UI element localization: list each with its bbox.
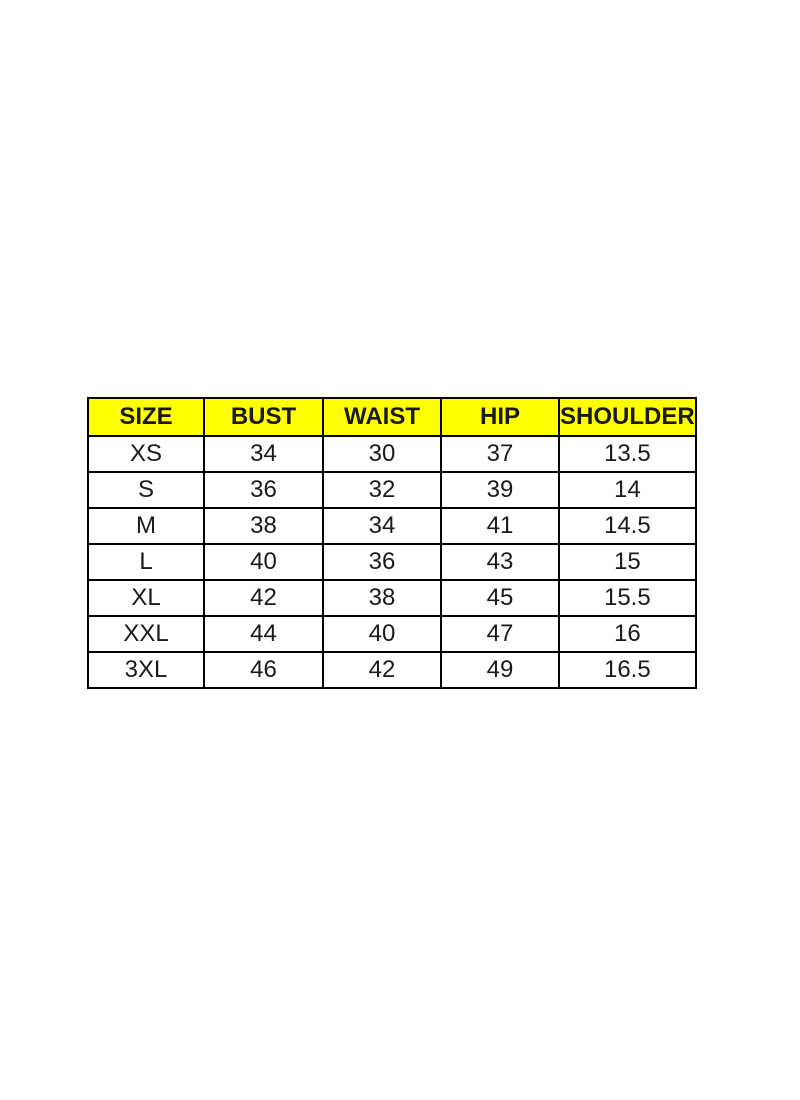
size-chart-header: SIZE BUST WAIST HIP SHOULDER [87, 397, 697, 437]
bust-value-cell: 44 [203, 615, 324, 653]
table-row-s: S 36 32 39 14 [87, 471, 697, 509]
shoulder-value-cell: 15.5 [558, 579, 697, 617]
size-label-cell: XXL [87, 615, 205, 653]
size-label-cell: XS [87, 435, 205, 473]
table-row-xxl: XXL 44 40 47 16 [87, 615, 697, 653]
waist-value-cell: 36 [322, 543, 442, 581]
bust-value-cell: 42 [203, 579, 324, 617]
waist-value-cell: 42 [322, 651, 442, 689]
header-cell-shoulder: SHOULDER [558, 397, 697, 437]
header-cell-hip: HIP [440, 397, 560, 437]
table-row-xs: XS 34 30 37 13.5 [87, 435, 697, 473]
size-label-cell: M [87, 507, 205, 545]
size-chart-table: SIZE BUST WAIST HIP SHOULDER XS 34 30 37… [87, 397, 697, 689]
shoulder-value-cell: 14.5 [558, 507, 697, 545]
header-cell-bust: BUST [203, 397, 324, 437]
bust-value-cell: 46 [203, 651, 324, 689]
size-label-cell: XL [87, 579, 205, 617]
header-row: SIZE BUST WAIST HIP SHOULDER [87, 397, 697, 437]
bust-value-cell: 36 [203, 471, 324, 509]
size-chart-body: XS 34 30 37 13.5 S 36 32 39 14 M 38 34 4… [87, 435, 697, 689]
hip-value-cell: 45 [440, 579, 560, 617]
bust-value-cell: 34 [203, 435, 324, 473]
shoulder-value-cell: 13.5 [558, 435, 697, 473]
header-cell-size: SIZE [87, 397, 205, 437]
table-row-3xl: 3XL 46 42 49 16.5 [87, 651, 697, 689]
hip-value-cell: 49 [440, 651, 560, 689]
hip-value-cell: 47 [440, 615, 560, 653]
hip-value-cell: 41 [440, 507, 560, 545]
bust-value-cell: 38 [203, 507, 324, 545]
waist-value-cell: 40 [322, 615, 442, 653]
waist-value-cell: 32 [322, 471, 442, 509]
hip-value-cell: 39 [440, 471, 560, 509]
waist-value-cell: 38 [322, 579, 442, 617]
shoulder-value-cell: 16.5 [558, 651, 697, 689]
size-label-cell: S [87, 471, 205, 509]
waist-value-cell: 30 [322, 435, 442, 473]
hip-value-cell: 43 [440, 543, 560, 581]
size-label-cell: L [87, 543, 205, 581]
header-cell-waist: WAIST [322, 397, 442, 437]
table-row-m: M 38 34 41 14.5 [87, 507, 697, 545]
size-label-cell: 3XL [87, 651, 205, 689]
shoulder-value-cell: 15 [558, 543, 697, 581]
table-row-l: L 40 36 43 15 [87, 543, 697, 581]
table-row-xl: XL 42 38 45 15.5 [87, 579, 697, 617]
shoulder-value-cell: 14 [558, 471, 697, 509]
hip-value-cell: 37 [440, 435, 560, 473]
shoulder-value-cell: 16 [558, 615, 697, 653]
bust-value-cell: 40 [203, 543, 324, 581]
waist-value-cell: 34 [322, 507, 442, 545]
